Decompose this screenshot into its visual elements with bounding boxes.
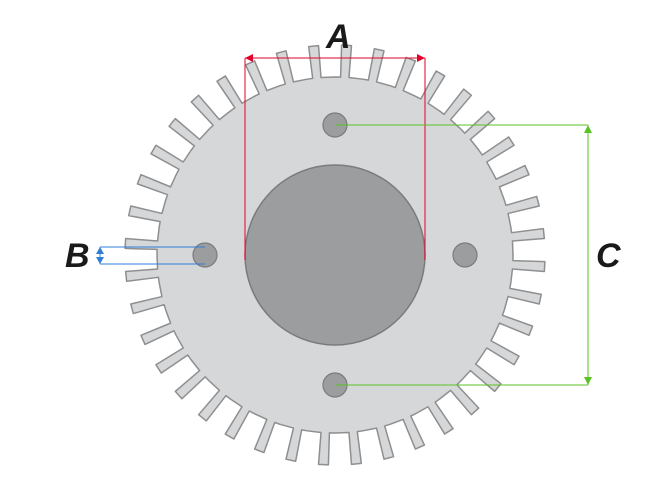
dimension-label-b: B bbox=[65, 237, 90, 276]
dimension-label-c: C bbox=[596, 237, 621, 276]
dimension-label-a: A bbox=[326, 18, 351, 57]
gear-hub bbox=[245, 165, 425, 345]
bolt-hole bbox=[453, 243, 477, 267]
diagram-svg bbox=[0, 0, 670, 503]
diagram-stage: A B C bbox=[0, 0, 670, 503]
